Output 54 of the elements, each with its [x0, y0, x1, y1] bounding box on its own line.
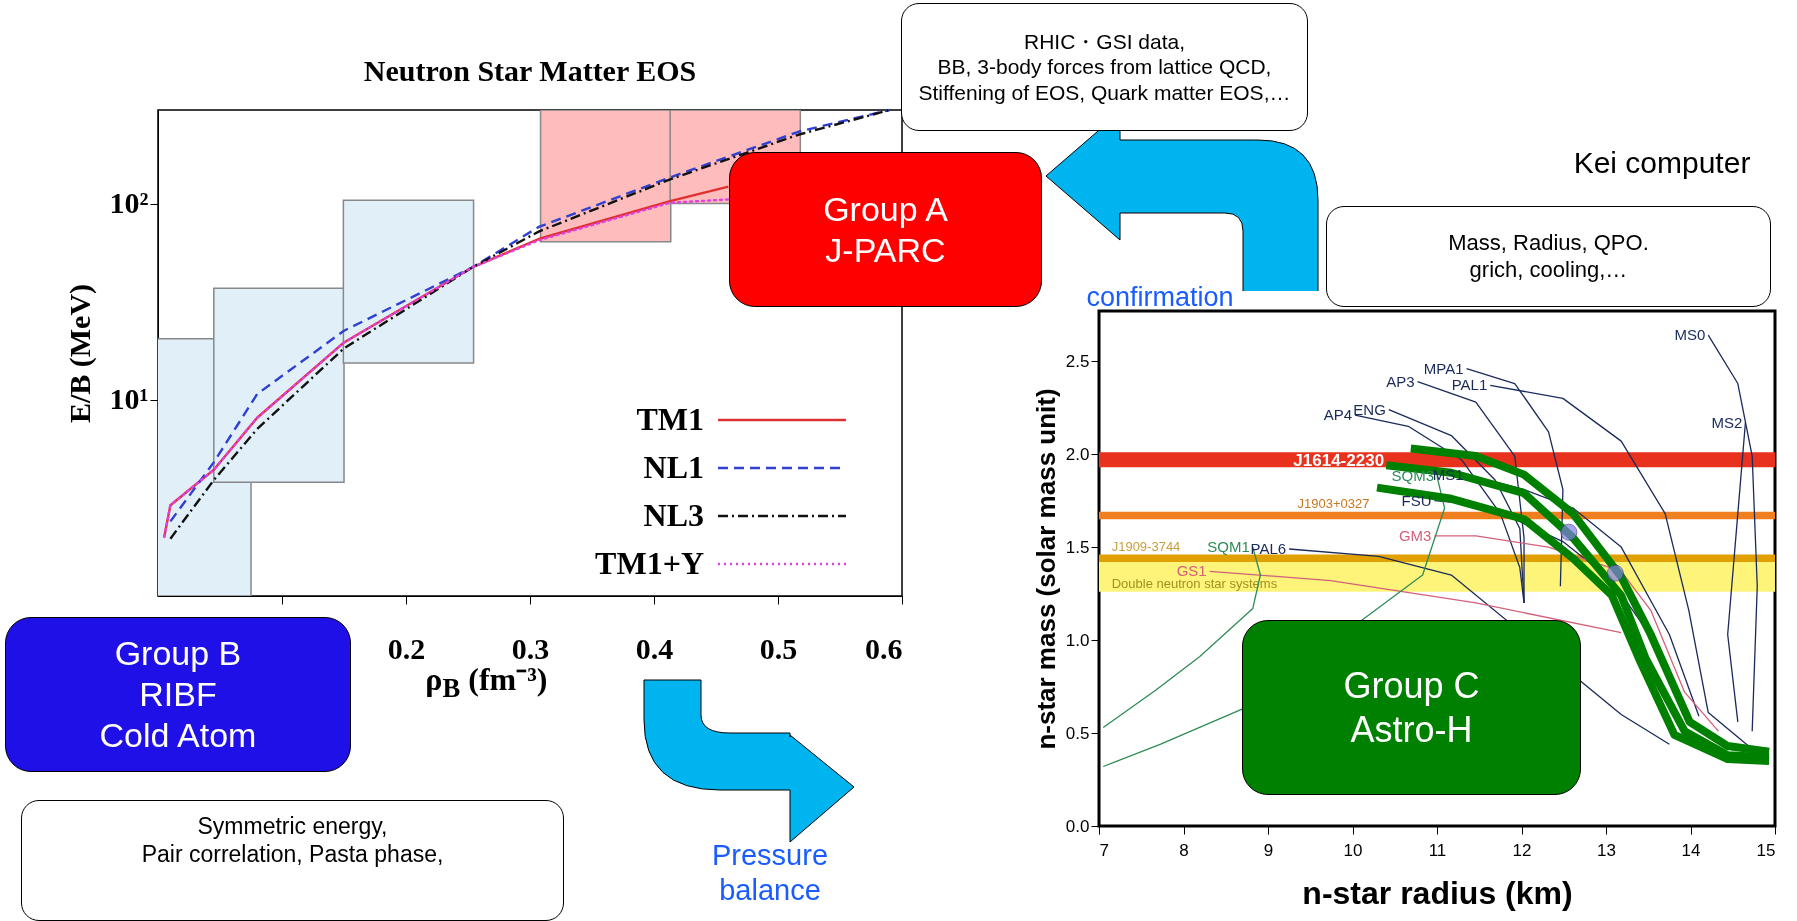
- series-label: SQM1: [1207, 538, 1250, 556]
- x-tick-label: 10: [1343, 840, 1363, 860]
- chart-title: Neutron Star Matter EOS: [363, 53, 697, 87]
- annotation: Group C Astro-H: [1242, 620, 1581, 795]
- series-label: AP4: [1323, 406, 1353, 424]
- y-tick-label: 10¹: [109, 382, 149, 416]
- legend-label: NL1: [643, 449, 704, 485]
- y-tick-label: 1.0: [1065, 630, 1090, 650]
- series-label: PAL6: [1250, 539, 1287, 557]
- series-label: FSU: [1401, 491, 1432, 509]
- y-tick-label: 0.5: [1065, 723, 1090, 743]
- series-label: AP3: [1386, 372, 1415, 390]
- series-label: MS0: [1674, 326, 1706, 344]
- band-label: J1614-2230: [1293, 451, 1385, 471]
- series-label: PAL1: [1451, 376, 1488, 394]
- text: RHIC・GSI data, BB, 3-body forces from lattice QCD, Stiffening of EOS, Quark matter EOS,…: [901, 3, 1308, 131]
- series-label: GS1: [1176, 562, 1207, 580]
- x-tick-label: 9: [1263, 840, 1274, 860]
- x-tick-label: 0.5: [759, 631, 798, 665]
- legend-label: NL3: [643, 497, 704, 533]
- text: Group B RIBF Cold Atom: [5, 617, 351, 772]
- series-label: GM3: [1398, 526, 1432, 544]
- series-label: SQM3: [1391, 467, 1434, 485]
- x-tick-label: 11: [1428, 840, 1447, 860]
- band-label: J1903+0327: [1297, 495, 1370, 511]
- series-label: ENG: [1353, 400, 1386, 418]
- y-tick-label: 0.0: [1065, 816, 1090, 836]
- legend-label: TM1+Y: [595, 545, 704, 581]
- text: Kei computer: [1572, 145, 1752, 181]
- y-axis-title: E/B (MeV): [62, 283, 97, 424]
- series-label: MPA1: [1423, 359, 1464, 377]
- legend-label: TM1: [636, 401, 704, 437]
- x-tick-label: 13: [1597, 840, 1616, 860]
- x-axis-title: n-star radius (km): [1302, 874, 1573, 911]
- annotation: Group A J-PARC: [729, 152, 1042, 307]
- x-tick-label: 0.4: [635, 631, 674, 665]
- text: Symmetric energy, Pair correlation, Pasta phase,: [21, 800, 564, 921]
- x-tick-label: 12: [1512, 840, 1532, 860]
- y-tick-label: 10²: [109, 186, 149, 220]
- y-axis-title: n-star mass (solar mass unit): [1030, 388, 1061, 750]
- x-tick-label: 0.2: [387, 631, 426, 665]
- band-label: J1909-3744: [1111, 538, 1181, 554]
- x-tick-label: 14: [1681, 840, 1701, 860]
- x-tick-label: 0.6: [865, 631, 903, 665]
- x-tick-label: 15: [1756, 840, 1776, 860]
- y-tick-label: 1.5: [1065, 537, 1090, 557]
- x-tick-label: 8: [1179, 840, 1189, 860]
- y-tick-label: 2.5: [1065, 351, 1090, 371]
- y-tick-label: 2.0: [1065, 444, 1090, 464]
- x-tick-label: 7: [1099, 840, 1109, 860]
- text: Pressure balance: [710, 838, 829, 908]
- annotation: confirmation: [1085, 280, 1235, 314]
- series-label: MS2: [1711, 413, 1743, 431]
- text: Mass, Radius, QPO. grich, cooling,…: [1326, 206, 1771, 307]
